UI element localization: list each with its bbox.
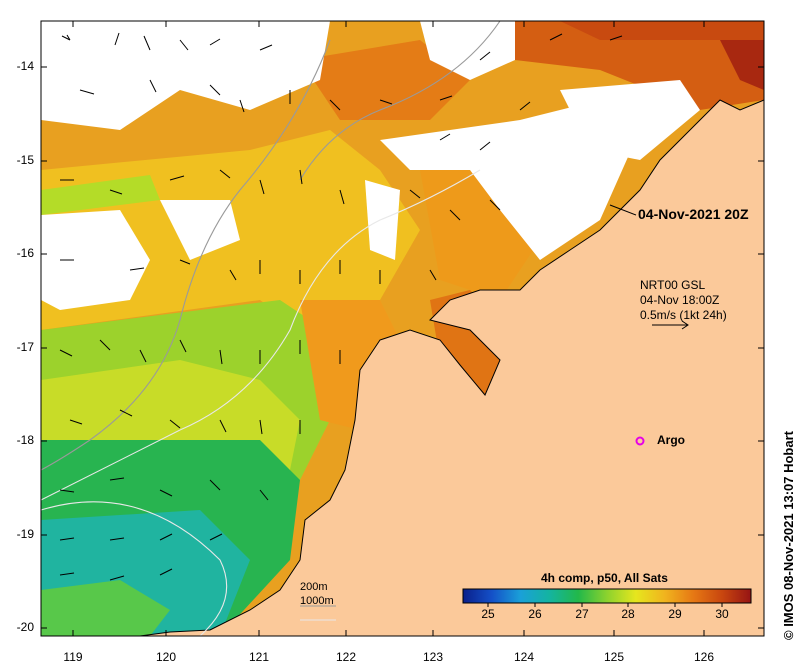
colorbar xyxy=(462,588,752,604)
colorbar-title: 4h comp, p50, All Sats xyxy=(541,571,668,585)
lon-label: 123 xyxy=(422,650,444,664)
lat-label: -15 xyxy=(16,153,34,167)
date-label: 04-Nov-2021 20Z xyxy=(638,206,749,222)
current-vectors xyxy=(59,32,623,581)
lat-label: -19 xyxy=(16,527,34,541)
colorbar-tick-label: 27 xyxy=(575,607,589,621)
lat-label: -16 xyxy=(16,246,34,260)
lon-label: 121 xyxy=(248,650,270,664)
map-layers xyxy=(41,21,764,636)
current-legend-scale: 0.5m/s (1kt 24h) xyxy=(640,308,727,322)
isobaths xyxy=(41,21,501,636)
colorbar-tick-label: 30 xyxy=(715,607,729,621)
colorbar-tick-label: 28 xyxy=(621,607,635,621)
isobath-200-label: 200m xyxy=(300,581,328,593)
land-mass xyxy=(139,99,764,636)
current-legend-source: NRT00 GSL xyxy=(640,278,706,292)
argo-label: Argo xyxy=(657,433,685,447)
lon-label: 126 xyxy=(693,650,715,664)
no-data-regions xyxy=(41,21,700,310)
argo-float-marker[interactable] xyxy=(635,436,645,446)
lat-label: -14 xyxy=(16,59,34,73)
colorbar-tick-label: 29 xyxy=(668,607,682,621)
lon-label: 125 xyxy=(603,650,625,664)
current-legend-time: 04-Nov 18:00Z xyxy=(640,293,720,307)
lon-label: 120 xyxy=(155,650,177,664)
sst-field xyxy=(41,21,764,636)
colorbar-ticks xyxy=(487,603,723,607)
lon-label: 124 xyxy=(513,650,535,664)
lon-label: 122 xyxy=(335,650,357,664)
lat-label: -17 xyxy=(16,340,34,354)
colorbar-tick-label: 26 xyxy=(528,607,542,621)
imos-credit: © IMOS 08-Nov-2021 13:07 Hobart xyxy=(781,431,796,640)
axis-ticks xyxy=(41,21,764,636)
lon-label: 119 xyxy=(63,650,83,664)
map-frame xyxy=(40,20,765,637)
current-scale-arrow xyxy=(652,320,689,330)
date-pointer-line xyxy=(609,204,637,216)
isobath-1000-label: 1000m xyxy=(300,595,334,607)
colorbar-tick-label: 25 xyxy=(481,607,495,621)
lat-label: -20 xyxy=(16,620,34,634)
lat-label: -18 xyxy=(16,433,34,447)
